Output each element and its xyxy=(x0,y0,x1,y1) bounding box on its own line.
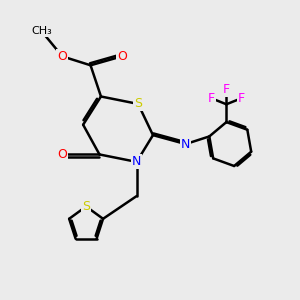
Text: F: F xyxy=(223,83,230,96)
Text: S: S xyxy=(134,98,142,110)
Text: N: N xyxy=(132,155,141,168)
Text: F: F xyxy=(208,92,215,105)
Text: CH₃: CH₃ xyxy=(31,26,52,36)
Text: S: S xyxy=(82,200,90,213)
Text: F: F xyxy=(238,92,245,105)
Text: N: N xyxy=(181,138,190,151)
Text: O: O xyxy=(57,148,67,161)
Text: O: O xyxy=(117,50,127,63)
Text: O: O xyxy=(57,50,67,63)
